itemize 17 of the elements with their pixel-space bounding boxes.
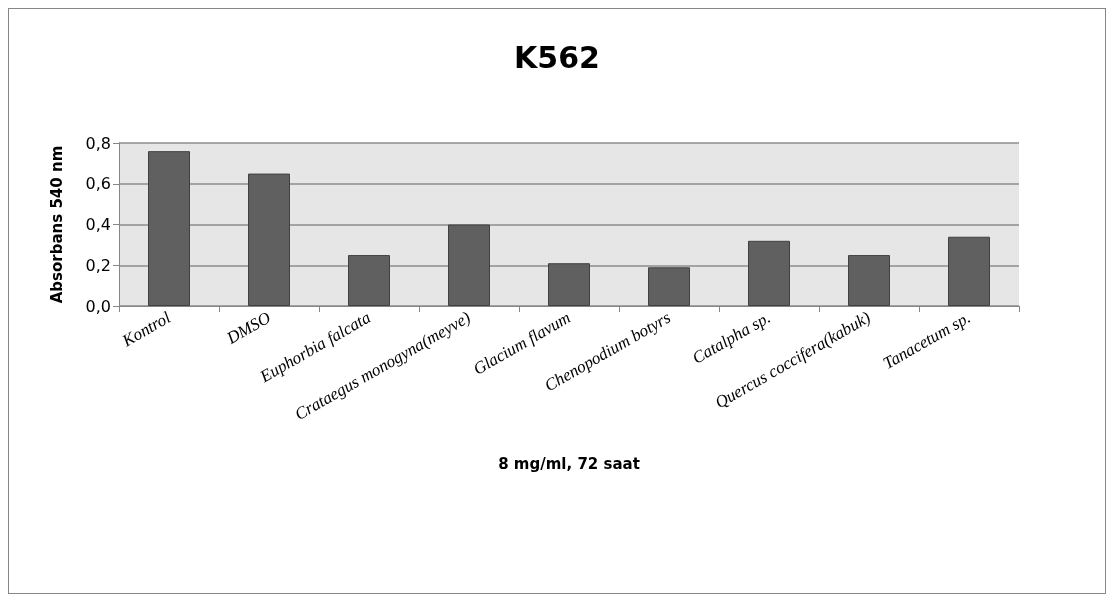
bar — [948, 236, 990, 306]
bar — [148, 151, 190, 306]
y-tick-label: 0,6 — [85, 174, 111, 194]
bar — [748, 240, 790, 306]
y-tick-label: 0,2 — [85, 255, 111, 275]
bar — [648, 267, 690, 306]
bar — [348, 255, 390, 306]
chart-title: K562 — [514, 39, 600, 75]
bar — [848, 255, 890, 306]
y-tick-label: 0,8 — [85, 133, 111, 153]
bar — [548, 263, 590, 306]
y-tick-label: 0,4 — [85, 215, 111, 234]
bar — [248, 173, 290, 306]
bar — [448, 224, 490, 306]
x-axis-title: 8 mg/ml, 72 saat — [498, 454, 640, 473]
y-axis-title: Absorbans 540 nm — [47, 145, 66, 304]
y-tick-label: 0,0 — [85, 296, 111, 316]
